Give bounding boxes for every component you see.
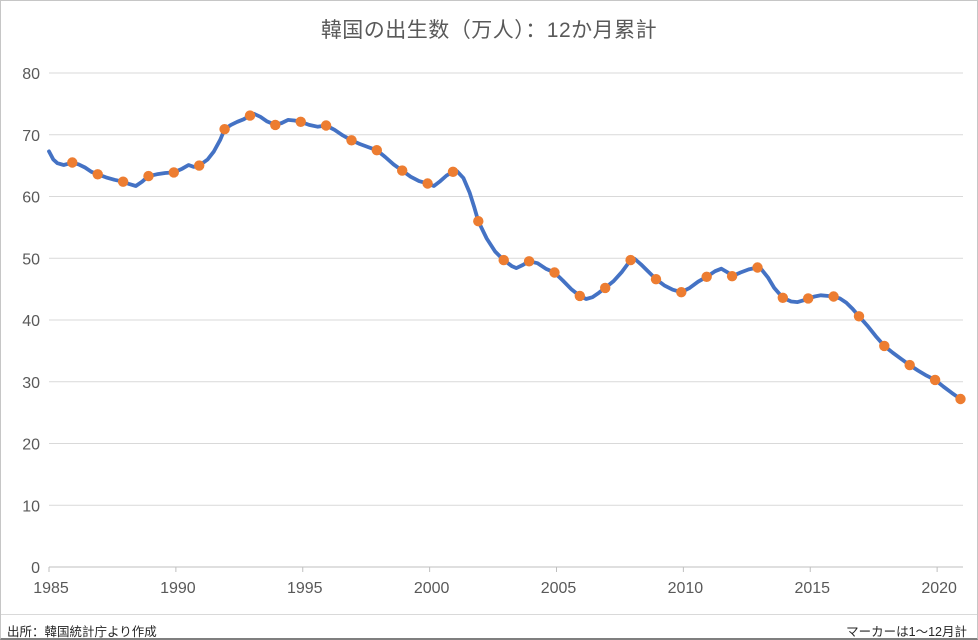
annual-total-marker-2007 xyxy=(625,254,636,266)
annual-total-marker-1998 xyxy=(397,165,408,176)
y-axis-label-20: 20 xyxy=(22,437,40,454)
annual-total-marker-1992 xyxy=(244,110,256,121)
annual-total-marker-2019 xyxy=(929,374,941,386)
annual-total-marker-1985 xyxy=(67,157,78,168)
annual-total-marker-1999 xyxy=(422,178,433,189)
annual-total-marker-1986 xyxy=(92,169,103,180)
annual-total-marker-2015 xyxy=(828,291,839,302)
annual-total-marker-2006 xyxy=(600,282,611,294)
x-axis-label-2015: 2015 xyxy=(794,580,830,597)
y-axis-label-80: 80 xyxy=(22,66,40,83)
annual-total-marker-2005 xyxy=(574,290,585,302)
x-axis-label-1995: 1995 xyxy=(287,580,323,597)
annual-total-marker-2016 xyxy=(853,311,865,322)
annual-total-marker-1990 xyxy=(194,160,205,171)
x-axis-label-2000: 2000 xyxy=(414,580,450,597)
annual-total-marker-2018 xyxy=(904,359,915,371)
annual-total-marker-2003 xyxy=(523,256,535,267)
annual-total-marker-1996 xyxy=(346,135,357,146)
annual-total-marker-2010 xyxy=(701,271,712,282)
annual-total-marker-2009 xyxy=(676,287,687,298)
annual-total-marker-1994 xyxy=(295,116,306,128)
annual-total-marker-1988 xyxy=(143,170,154,182)
y-axis-label-10: 10 xyxy=(22,498,40,515)
footer-divider xyxy=(1,614,977,615)
annual-total-marker-2000 xyxy=(447,166,459,177)
y-axis-label-60: 60 xyxy=(22,190,40,207)
annual-total-marker-2011 xyxy=(726,271,738,282)
annual-total-marker-2013 xyxy=(777,292,788,303)
marker-note: マーカーは1～12月計 xyxy=(846,625,967,639)
annual-total-marker-2001 xyxy=(473,216,484,227)
annual-total-marker-1991 xyxy=(219,124,230,135)
y-axis-label-70: 70 xyxy=(22,128,40,145)
annual-total-marker-2020 xyxy=(955,393,966,405)
annual-total-marker-2002 xyxy=(498,254,509,266)
annual-total-marker-2012 xyxy=(752,262,763,273)
y-axis-label-30: 30 xyxy=(22,375,40,392)
annual-total-marker-1997 xyxy=(371,145,382,156)
annual-total-marker-2014 xyxy=(803,293,814,304)
annual-total-marker-2004 xyxy=(549,267,560,278)
y-axis-label-0: 0 xyxy=(31,560,40,577)
annual-total-marker-1989 xyxy=(168,167,179,178)
y-axis-label-40: 40 xyxy=(22,313,40,330)
annual-total-marker-1995 xyxy=(320,120,332,131)
annual-total-marker-1987 xyxy=(117,176,129,187)
chart-title: 韓国の出生数（万人）：12か月累計 xyxy=(320,19,658,42)
x-axis-label-1990: 1990 xyxy=(160,580,196,597)
x-axis-label-1985: 1985 xyxy=(33,580,69,597)
x-axis-label-2010: 2010 xyxy=(668,580,704,597)
annual-total-marker-2017 xyxy=(879,340,890,352)
annual-total-marker-1993 xyxy=(270,119,281,131)
source-note: 出所：韓国統計庁より作成 xyxy=(7,625,157,639)
annual-total-marker-2008 xyxy=(650,274,662,285)
x-axis-label-2005: 2005 xyxy=(541,580,577,597)
y-axis-label-50: 50 xyxy=(22,251,40,268)
x-axis-label-2020: 2020 xyxy=(921,580,957,597)
